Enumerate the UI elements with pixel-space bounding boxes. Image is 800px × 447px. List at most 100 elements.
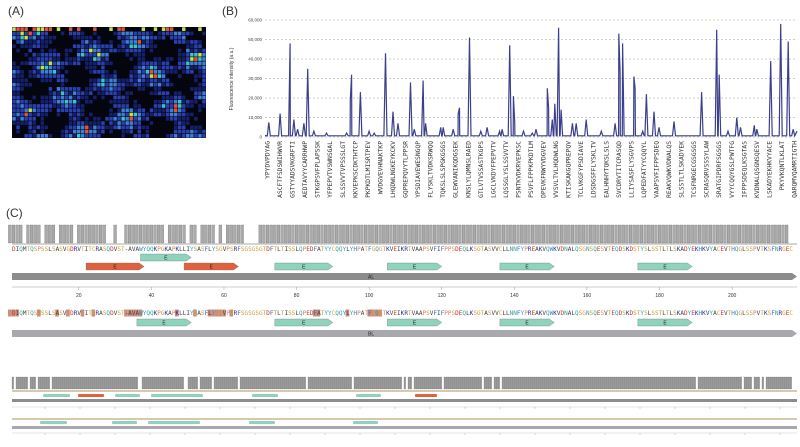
heatmap-cell: [186, 112, 190, 117]
heatmap-cell: [157, 48, 162, 53]
heatmap-cell: [157, 31, 162, 36]
residue-bar: [240, 224, 244, 244]
heatmap-cell: [133, 65, 137, 70]
heatmap-cell: [32, 48, 36, 53]
heatmap-cell: [76, 40, 81, 44]
heatmap-cell: [72, 116, 77, 121]
residue-bar: [589, 224, 593, 244]
heatmap-cell: [40, 95, 45, 100]
overview-residue-bar: [155, 376, 158, 390]
overview-residue-bar: [529, 376, 532, 390]
overview-residue-bar: [489, 376, 492, 390]
heatmap-cell: [72, 57, 77, 61]
overview-residue-bar: [689, 376, 692, 390]
strand-label: E: [413, 265, 417, 271]
heatmap-cell: [28, 74, 32, 78]
heatmap-cell: [44, 74, 49, 78]
heatmap-cell: [186, 125, 190, 130]
heatmap-cell: [81, 27, 85, 31]
overview-chain-bar: [12, 399, 797, 402]
residue-bar: [727, 224, 731, 244]
heatmap-cell: [190, 78, 194, 83]
residue: D: [310, 310, 314, 317]
heatmap-cell: [149, 121, 154, 125]
overview-residue-bar: [269, 376, 272, 390]
overview-residue-bar: [563, 376, 566, 390]
heatmap-cell: [186, 52, 190, 57]
heatmap-cell: [48, 35, 53, 40]
ruler-label: 180: [655, 293, 664, 299]
heatmap-cell: [60, 57, 65, 61]
heatmap-cell: [20, 99, 24, 104]
overview-residue-bar: [45, 376, 48, 390]
heatmap-cell: [186, 27, 190, 31]
heatmap-cell: [157, 104, 162, 108]
heatmap-cell: [16, 134, 20, 138]
heatmap-cell: [32, 116, 36, 121]
residue: V: [757, 246, 761, 253]
residue: P: [524, 310, 528, 317]
heatmap-cell: [182, 61, 186, 66]
heatmap-cell: [101, 129, 105, 134]
heatmap-cell: [105, 112, 109, 117]
heatmap-cell: [182, 91, 186, 96]
heatmap-cell: [133, 44, 137, 49]
heatmap-cell: [60, 87, 65, 91]
heatmap-cell: [20, 112, 24, 117]
highlighted-residue: [15, 309, 19, 317]
heatmap-cell: [60, 121, 65, 125]
panel-a-label: (A): [8, 4, 24, 18]
overview-residue-bar: [125, 376, 128, 390]
heatmap-cell: [137, 116, 142, 121]
heatmap-cell: [56, 31, 61, 36]
heatmap-cell: [24, 78, 28, 83]
residue: I: [16, 310, 20, 317]
heatmap-cell: [194, 61, 198, 66]
heatmap-cell: [178, 31, 182, 36]
heatmap-cell: [72, 65, 77, 70]
residue: S: [248, 310, 252, 317]
heatmap-cell: [48, 40, 53, 44]
overview-residue-bar: [261, 376, 264, 390]
overview-residue-bar: [403, 376, 406, 390]
strand-label: E: [302, 265, 306, 271]
heatmap-cell: [173, 35, 178, 40]
overview-residue-bar: [535, 376, 538, 390]
overview-residue-bar: [703, 376, 706, 390]
residue: S: [241, 310, 245, 317]
heatmap-cell: [64, 44, 69, 49]
residue: I: [16, 246, 20, 253]
heatmap-cell: [24, 112, 28, 117]
heatmap-cell: [64, 35, 69, 40]
residue-bar: [690, 224, 694, 244]
residue: Q: [299, 310, 303, 317]
heatmap-cell: [202, 48, 206, 53]
heatmap-cell: [89, 44, 93, 49]
overview-residue-bar: [327, 376, 330, 390]
heatmap-cell: [113, 35, 117, 40]
overview-residue-bar: [697, 376, 700, 390]
heatmap-cell: [16, 40, 20, 44]
beta-strand-arrow: [274, 262, 334, 271]
residue: V: [77, 246, 81, 253]
residue-bar: [160, 224, 164, 244]
heatmap-cell: [28, 112, 32, 117]
heatmap-cell: [89, 121, 93, 125]
heatmap-cell: [165, 48, 170, 53]
residue: A: [680, 310, 684, 317]
heatmap-cell: [48, 52, 53, 57]
heatmap-cell: [36, 61, 40, 66]
overview-strand: [148, 421, 171, 424]
x-tick-label: TCLVKGFYPSDIAVE: [578, 141, 585, 198]
heatmap-cell: [165, 116, 170, 121]
overview-residue-bar: [569, 376, 572, 390]
residue: L: [669, 310, 673, 317]
residue: E: [459, 246, 463, 253]
heatmap-cell: [28, 48, 32, 53]
overview-residue-bar: [395, 376, 398, 390]
heatmap-cell: [76, 91, 81, 96]
heatmap-cell: [149, 104, 154, 108]
residue-bar: [131, 224, 135, 244]
overview-residue-bar: [497, 376, 500, 390]
overview-residue-bar: [199, 376, 202, 390]
